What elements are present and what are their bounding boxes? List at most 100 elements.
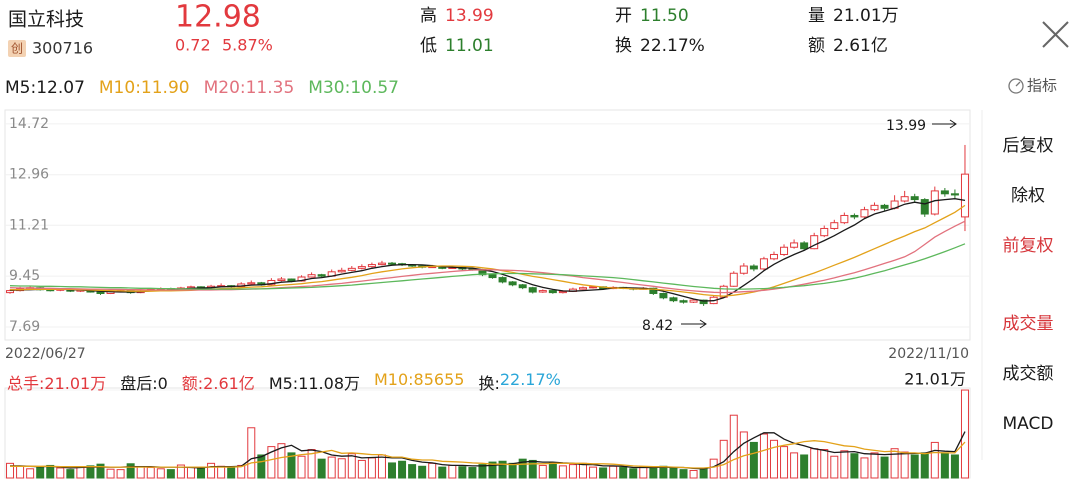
candle-body (488, 274, 497, 279)
volume-bar (639, 466, 648, 479)
candle-body (558, 290, 567, 294)
volume-bar (146, 467, 155, 479)
candle-body (810, 235, 819, 250)
stock-name: 国立科技 (8, 9, 84, 31)
volume-bar (850, 453, 859, 479)
volume-bar (86, 465, 95, 479)
side-menu-item[interactable]: 后复权 (1003, 136, 1054, 156)
volume-bar (679, 469, 688, 479)
volume-bar (578, 462, 587, 479)
volume-bar (337, 458, 346, 479)
candle-body (377, 262, 386, 266)
candle-body (388, 262, 397, 265)
side-menu-item[interactable]: 成交量 (1003, 314, 1054, 334)
volume-bar (247, 427, 256, 479)
candle-body (840, 214, 849, 224)
volume-bar (649, 467, 658, 479)
low: 11.01 (445, 36, 494, 56)
y-tick-label: 7.69 (9, 319, 40, 335)
candle-body (759, 258, 768, 270)
volume-bar (357, 459, 366, 479)
side-menu-item[interactable]: 前复权 (1003, 236, 1054, 256)
volume-bar (96, 463, 105, 479)
volume-bar (538, 464, 547, 479)
volume-bar (26, 468, 35, 479)
y-tick-label: 14.72 (9, 116, 49, 132)
board-badge-bg (8, 40, 26, 57)
ma-legend-item: M10:11.90 (98, 78, 190, 98)
amount: 2.61亿 (833, 36, 888, 56)
volume-bar (468, 467, 477, 479)
high-label: 高 (420, 6, 437, 26)
candle-body (669, 297, 678, 302)
volume-bar (156, 468, 165, 479)
volume-bar (699, 468, 708, 479)
volume-bar (820, 449, 829, 479)
volume-bar (488, 461, 497, 479)
volume-bar (227, 467, 236, 479)
candle-body (277, 278, 286, 281)
candle-body (498, 277, 507, 283)
indicator-button[interactable]: 指标 (1008, 77, 1057, 95)
volume-info-item: 总手:21.01万 (7, 374, 107, 393)
volume-bar (16, 465, 25, 479)
volume-info-item: 换: (478, 374, 500, 393)
annotation-arrowhead (699, 319, 707, 329)
volume-bar (136, 466, 145, 479)
volume-bar (297, 455, 306, 479)
candle-body (780, 246, 789, 255)
volume-bar (810, 448, 819, 479)
amount-label: 额 (808, 36, 825, 56)
volume-bar (6, 462, 15, 479)
volume-bar (176, 464, 185, 479)
volume-info: 总手:21.01万 盘后:0 额:2.61亿 M5:11.08万 M10:85655 换:… (7, 370, 575, 394)
candle-body (830, 222, 839, 229)
side-menu-item[interactable]: 除权 (1011, 186, 1045, 206)
volume-bar (759, 433, 768, 479)
volume-bar (498, 460, 507, 479)
candle-body (950, 193, 959, 196)
volume-bar (800, 454, 809, 479)
candle-body (589, 286, 598, 289)
ma-line (9, 220, 966, 294)
side-menu-item[interactable]: 成交额 (1003, 364, 1054, 384)
volume-bar (870, 452, 879, 479)
ma-legend-item: M5:12.07 (5, 78, 85, 98)
annotation: 13.99 (886, 118, 926, 134)
volume-bar (438, 466, 447, 479)
y-tick-label: 12.96 (9, 167, 49, 183)
volume-bar (56, 467, 65, 479)
volume-bar (568, 464, 577, 479)
volume-info-item: M10:85655 (374, 370, 465, 389)
volume-bar (207, 462, 216, 479)
volume-bar (709, 458, 718, 479)
volume-bar (277, 443, 286, 479)
side-menu-item[interactable]: MACD (1003, 414, 1054, 434)
volume-bar (940, 452, 949, 479)
low-label: 低 (420, 36, 437, 56)
candle-body (578, 287, 587, 290)
candle-body (307, 274, 316, 278)
volume-bar (840, 450, 849, 479)
volume-bar (317, 458, 326, 479)
volume-bar (186, 466, 195, 479)
candle-body (729, 272, 738, 287)
ma-legend-item: M30:10.57 (308, 78, 399, 98)
candle-body (910, 196, 919, 201)
candle-body (679, 300, 688, 303)
volume-bar (729, 414, 738, 479)
volume-bar (689, 469, 698, 479)
candle-body (860, 209, 869, 218)
candle-body (357, 266, 366, 269)
volume-bar (910, 454, 919, 479)
volume-bar (890, 448, 899, 479)
volume-bar (950, 454, 959, 479)
candle-body (528, 287, 537, 293)
close-button[interactable] (1042, 21, 1069, 48)
volume-bar (388, 462, 397, 479)
volume-bar (287, 452, 296, 479)
candle-body (659, 292, 668, 299)
volume-bar (428, 462, 437, 479)
candle-body (850, 214, 859, 218)
